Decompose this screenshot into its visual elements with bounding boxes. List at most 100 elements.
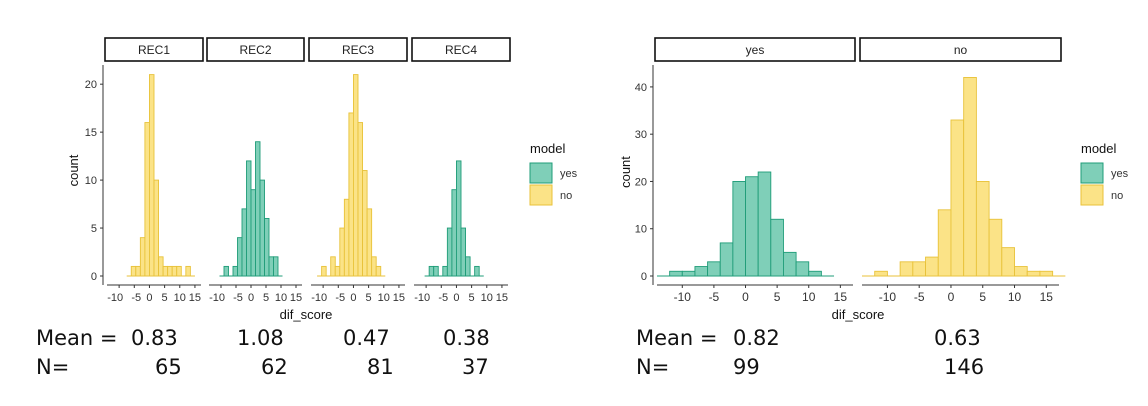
facet-strip-label: REC4 <box>445 43 477 57</box>
legend-title: model <box>530 141 566 156</box>
histogram-bar <box>139 237 146 277</box>
mean-value-rec1: 0.83 <box>131 326 178 350</box>
mean-value-yes: 0.82 <box>733 326 780 350</box>
n-value-rec3: 81 <box>367 355 394 379</box>
x-tick-label: 10 <box>802 290 816 304</box>
x-tick-label: 5 <box>469 292 475 304</box>
x-tick-label: 10 <box>275 292 287 304</box>
histogram-bar <box>465 256 471 277</box>
histogram-bar <box>1001 247 1015 277</box>
histogram-bar <box>925 256 939 277</box>
histogram-bar <box>912 261 926 277</box>
histogram-bar <box>330 256 336 277</box>
y-tick-label: 0 <box>91 271 97 283</box>
legend-swatch-yes <box>529 162 553 184</box>
facet-strip-rec2 <box>206 37 305 62</box>
facet-strip-label: REC3 <box>342 43 374 57</box>
histogram-bar <box>899 261 914 277</box>
histogram-bar <box>375 265 382 277</box>
histogram-bar <box>144 122 150 277</box>
n-label-right: N= <box>636 355 670 379</box>
x-tick-label: 5 <box>366 292 372 304</box>
histogram-bar <box>334 265 341 277</box>
x-tick-label: 10 <box>1008 290 1022 304</box>
histogram-bar <box>130 265 137 277</box>
histogram-bar <box>745 176 759 277</box>
histogram-bar <box>694 266 709 277</box>
histogram-bar <box>339 227 345 277</box>
x-tick-label: 5 <box>774 290 781 304</box>
stats-n-row: N= 65 62 81 37 N= 99 146 <box>0 355 1148 383</box>
x-tick-label: 15 <box>189 292 201 304</box>
x-tick-label: 5 <box>162 292 168 304</box>
histogram-bar <box>669 270 683 277</box>
x-tick-label: -10 <box>414 292 430 304</box>
x-tick-label: 0 <box>453 292 459 304</box>
histogram-bar <box>153 179 159 277</box>
histogram-bar <box>937 209 952 277</box>
legend-entry-label: no <box>560 190 572 202</box>
histogram-bar <box>259 179 265 277</box>
histogram-bar <box>795 261 810 277</box>
x-tick-label: 5 <box>979 290 986 304</box>
histogram-bar <box>757 171 772 277</box>
x-tick-label: -10 <box>107 292 123 304</box>
x-tick-label: 15 <box>834 290 848 304</box>
histogram-bar <box>343 198 350 277</box>
n-value-no: 146 <box>944 355 985 379</box>
x-tick-label: 0 <box>742 290 749 304</box>
facet-strip-label: yes <box>746 43 765 57</box>
y-axis-label: count <box>618 156 633 188</box>
histogram-bar <box>268 256 274 277</box>
histogram-bar <box>348 112 354 277</box>
histogram-bar <box>357 122 363 277</box>
histogram-bar <box>770 218 784 277</box>
n-value-yes: 99 <box>733 355 760 379</box>
histogram-bar <box>246 160 252 277</box>
histogram-bar <box>988 218 1003 277</box>
histogram-bar <box>442 265 448 277</box>
facet-strip-label: REC2 <box>239 43 271 57</box>
legend-swatch-yes <box>1080 162 1104 184</box>
histogram-bar <box>707 261 721 277</box>
mean-value-rec4: 0.38 <box>443 326 490 350</box>
histogram-bar <box>732 181 746 277</box>
histogram-bar <box>433 265 439 277</box>
legend-entry-label: yes <box>1111 168 1129 180</box>
histogram-bar <box>446 227 453 277</box>
facet-strip-rec3 <box>308 37 408 62</box>
y-tick-label: 15 <box>85 127 97 139</box>
n-value-rec4: 37 <box>462 355 489 379</box>
facet-strip-no <box>859 37 1062 62</box>
x-tick-label: 10 <box>378 292 390 304</box>
x-tick-label: -10 <box>879 290 897 304</box>
x-tick-label: 15 <box>1040 290 1054 304</box>
y-tick-label: 5 <box>91 223 97 235</box>
y-tick-label: 10 <box>635 224 647 236</box>
mean-label-right: Mean = <box>636 326 718 350</box>
x-tick-label: -5 <box>233 292 243 304</box>
y-tick-label: 40 <box>635 82 647 94</box>
y-tick-label: 30 <box>635 129 647 141</box>
y-tick-label: 0 <box>641 271 647 283</box>
histogram-bar <box>321 265 327 277</box>
facet-strip-rec4 <box>411 37 511 62</box>
histogram-bar <box>176 265 182 277</box>
y-tick-label: 20 <box>635 176 647 188</box>
x-tick-label: 10 <box>174 292 186 304</box>
n-label-left: N= <box>36 355 70 379</box>
n-value-rec2: 62 <box>261 355 288 379</box>
histogram-bar <box>171 265 178 277</box>
histogram-bar <box>975 181 990 277</box>
legend-entry-label: no <box>1111 190 1123 202</box>
y-axis-label: count <box>66 154 81 186</box>
histogram-bar <box>232 265 238 277</box>
histogram-bar <box>185 265 191 277</box>
histogram-bar <box>874 270 888 277</box>
x-tick-label: -5 <box>438 292 448 304</box>
x-tick-label: 0 <box>350 292 356 304</box>
histogram-bar <box>273 256 279 277</box>
histogram-bar <box>783 251 797 277</box>
histogram-bar <box>353 74 359 277</box>
